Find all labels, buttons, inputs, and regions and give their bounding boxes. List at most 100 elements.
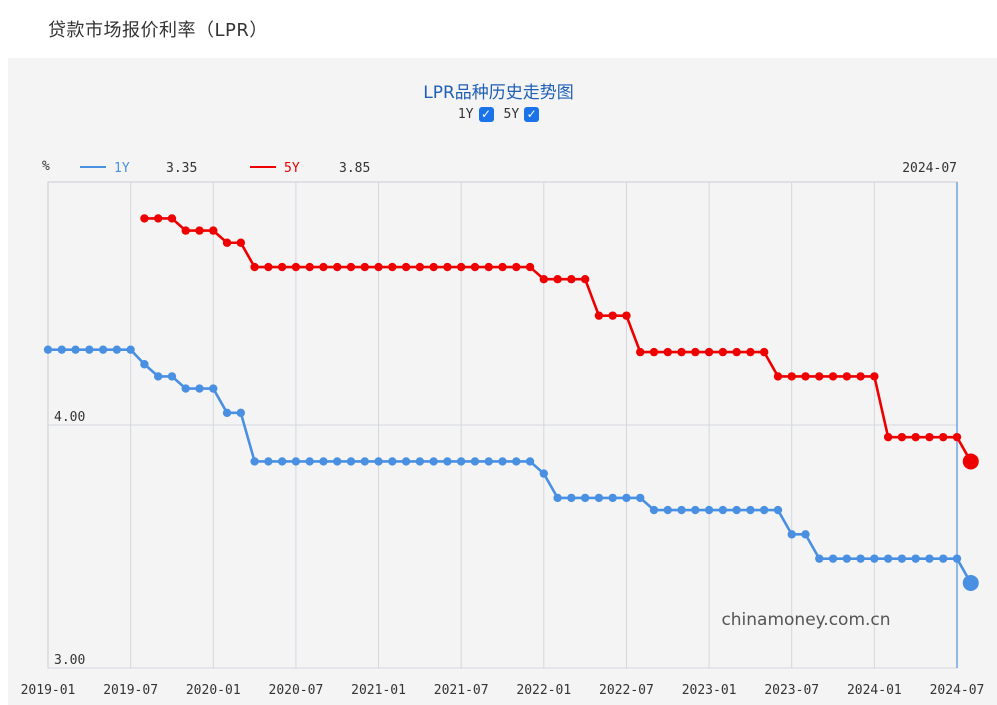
data-point[interactable] <box>429 457 438 466</box>
data-point[interactable] <box>815 372 824 381</box>
data-point[interactable] <box>925 432 934 442</box>
data-point[interactable] <box>456 262 466 272</box>
data-point[interactable] <box>787 372 796 381</box>
data-point[interactable] <box>580 493 590 503</box>
data-point[interactable] <box>71 345 80 354</box>
data-point[interactable] <box>525 457 535 466</box>
data-point[interactable] <box>897 432 907 442</box>
data-point[interactable] <box>498 457 507 466</box>
data-point[interactable] <box>773 372 783 381</box>
data-point[interactable] <box>333 262 342 272</box>
data-point[interactable] <box>112 345 122 354</box>
data-point[interactable] <box>388 457 397 466</box>
data-point[interactable] <box>209 384 218 393</box>
data-point[interactable] <box>85 345 94 354</box>
data-point[interactable] <box>140 360 149 369</box>
data-point[interactable] <box>140 214 149 223</box>
data-point[interactable] <box>443 262 452 272</box>
data-point[interactable] <box>663 347 672 357</box>
data-point[interactable] <box>911 432 920 442</box>
checkbox-1y-icon[interactable]: ✓ <box>478 107 494 122</box>
data-point[interactable] <box>842 554 852 563</box>
data-point[interactable] <box>787 530 796 539</box>
data-point[interactable] <box>167 372 177 381</box>
data-point[interactable] <box>181 226 190 235</box>
data-point[interactable] <box>264 262 273 272</box>
data-point[interactable] <box>346 457 356 466</box>
data-point[interactable] <box>815 554 824 563</box>
data-point[interactable] <box>360 457 369 466</box>
data-point[interactable] <box>57 345 66 354</box>
data-point[interactable] <box>663 505 672 515</box>
data-point[interactable] <box>773 505 783 515</box>
data-point[interactable] <box>801 530 810 539</box>
data-point[interactable] <box>456 457 466 466</box>
data-point[interactable] <box>195 384 204 393</box>
data-point[interactable] <box>649 347 659 357</box>
data-point[interactable] <box>856 372 865 381</box>
data-point[interactable] <box>250 262 259 272</box>
data-point[interactable] <box>443 457 452 466</box>
data-point[interactable] <box>374 457 383 466</box>
data-point[interactable] <box>746 505 755 515</box>
data-point[interactable] <box>401 457 411 466</box>
data-point[interactable] <box>43 345 53 354</box>
data-point[interactable] <box>828 372 838 381</box>
data-point[interactable] <box>484 457 493 466</box>
data-point[interactable] <box>608 311 617 320</box>
data-point[interactable] <box>622 311 631 320</box>
data-point[interactable] <box>98 345 108 354</box>
data-point[interactable] <box>525 262 535 272</box>
data-point[interactable] <box>828 554 838 563</box>
data-point[interactable] <box>691 347 700 357</box>
data-point[interactable] <box>429 262 438 272</box>
data-point[interactable] <box>415 262 425 272</box>
data-point[interactable] <box>842 372 852 381</box>
data-point[interactable] <box>939 432 948 442</box>
data-point[interactable] <box>962 453 979 470</box>
data-point[interactable] <box>153 372 163 381</box>
data-point[interactable] <box>277 262 287 272</box>
data-point[interactable] <box>360 262 369 272</box>
data-point[interactable] <box>319 457 328 466</box>
data-point[interactable] <box>883 554 893 563</box>
data-point[interactable] <box>718 505 728 515</box>
data-point[interactable] <box>236 238 246 247</box>
data-point[interactable] <box>346 262 356 272</box>
data-point[interactable] <box>911 554 920 563</box>
data-point[interactable] <box>594 311 604 320</box>
data-point[interactable] <box>415 457 425 466</box>
data-point[interactable] <box>388 262 397 272</box>
data-point[interactable] <box>677 505 686 515</box>
data-point[interactable] <box>718 347 728 357</box>
data-point[interactable] <box>126 345 135 354</box>
data-point[interactable] <box>883 432 893 442</box>
data-point[interactable] <box>636 347 645 357</box>
data-point[interactable] <box>401 262 411 272</box>
data-point[interactable] <box>732 505 741 515</box>
data-point[interactable] <box>539 275 549 284</box>
data-point[interactable] <box>222 238 232 247</box>
data-point[interactable] <box>962 574 979 591</box>
data-point[interactable] <box>470 457 480 466</box>
data-point[interactable] <box>498 262 507 272</box>
data-point[interactable] <box>608 493 617 503</box>
data-point[interactable] <box>691 505 700 515</box>
data-point[interactable] <box>952 554 962 563</box>
data-point[interactable] <box>305 262 314 272</box>
checkbox-5y-icon[interactable]: ✓ <box>524 107 540 122</box>
data-point[interactable] <box>746 347 755 357</box>
data-point[interactable] <box>305 457 314 466</box>
data-point[interactable] <box>925 554 934 563</box>
data-point[interactable] <box>264 457 273 466</box>
toggle-1y[interactable]: 1Y ✓ <box>458 107 494 122</box>
data-point[interactable] <box>870 554 879 563</box>
data-point[interactable] <box>512 457 521 466</box>
data-point[interactable] <box>897 554 907 563</box>
data-point[interactable] <box>195 226 204 235</box>
data-point[interactable] <box>856 554 865 563</box>
data-point[interactable] <box>250 457 259 466</box>
data-point[interactable] <box>291 262 301 272</box>
data-point[interactable] <box>704 505 714 515</box>
